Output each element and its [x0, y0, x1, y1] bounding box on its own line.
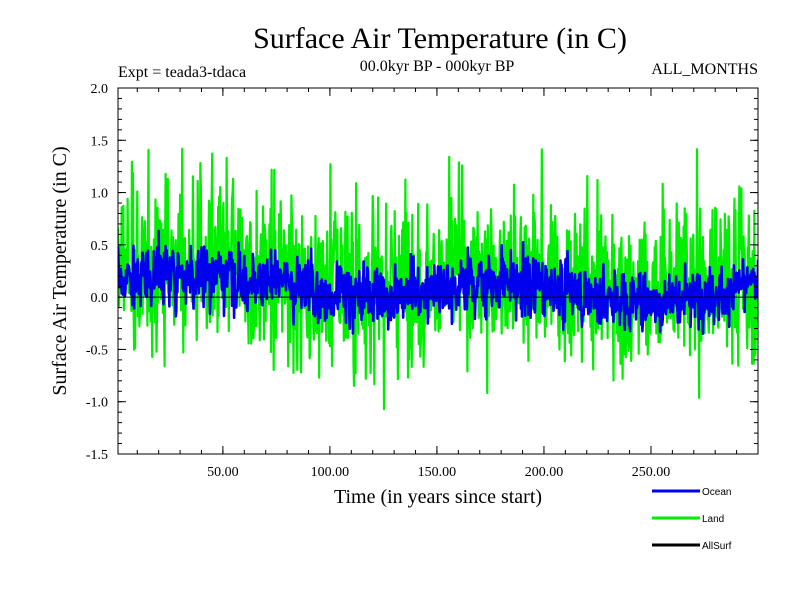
chart-title: Surface Air Temperature (in C) — [253, 22, 627, 55]
x-tick-label: 200.00 — [525, 465, 564, 480]
x-axis-label: Time (in years since start) — [334, 486, 542, 508]
experiment-label: Expt = teada3-tdaca — [118, 64, 246, 81]
y-tick-label: -1.5 — [86, 448, 108, 463]
y-axis-label: Surface Air Temperature (in C) — [49, 146, 71, 395]
months-label: ALL_MONTHS — [651, 61, 758, 78]
y-tick-label: 0.0 — [91, 291, 109, 306]
x-tick-label: 150.00 — [418, 465, 457, 480]
y-tick-label: -0.5 — [86, 343, 108, 358]
series-layer — [118, 147, 758, 411]
x-axis: 50.00 100.00 150.00 200.00 250.00 — [136, 88, 738, 480]
y-tick-label: 0.5 — [91, 239, 109, 254]
x-tick-label: 50.00 — [207, 465, 239, 480]
y-axis: -1.5 -1.0 -0.5 0.0 0.5 1.0 1.5 2.0 — [86, 82, 758, 463]
x-tick-label: 100.00 — [311, 465, 350, 480]
legend: Ocean Land AllSurf — [652, 487, 732, 552]
legend-label-land: Land — [702, 514, 724, 525]
legend-label-ocean: Ocean — [702, 487, 731, 498]
y-tick-label: 1.0 — [91, 187, 109, 202]
time-range-label: 00.0kyr BP - 000kyr BP — [360, 58, 515, 75]
series-line-ocean — [118, 229, 758, 336]
y-tick-label: -1.0 — [86, 396, 108, 411]
plot-frame — [117, 87, 759, 455]
legend-label-allsurf: AllSurf — [702, 541, 732, 552]
y-tick-label: 1.5 — [91, 134, 109, 149]
y-tick-label: 2.0 — [91, 82, 109, 97]
x-tick-label: 250.00 — [632, 465, 671, 480]
